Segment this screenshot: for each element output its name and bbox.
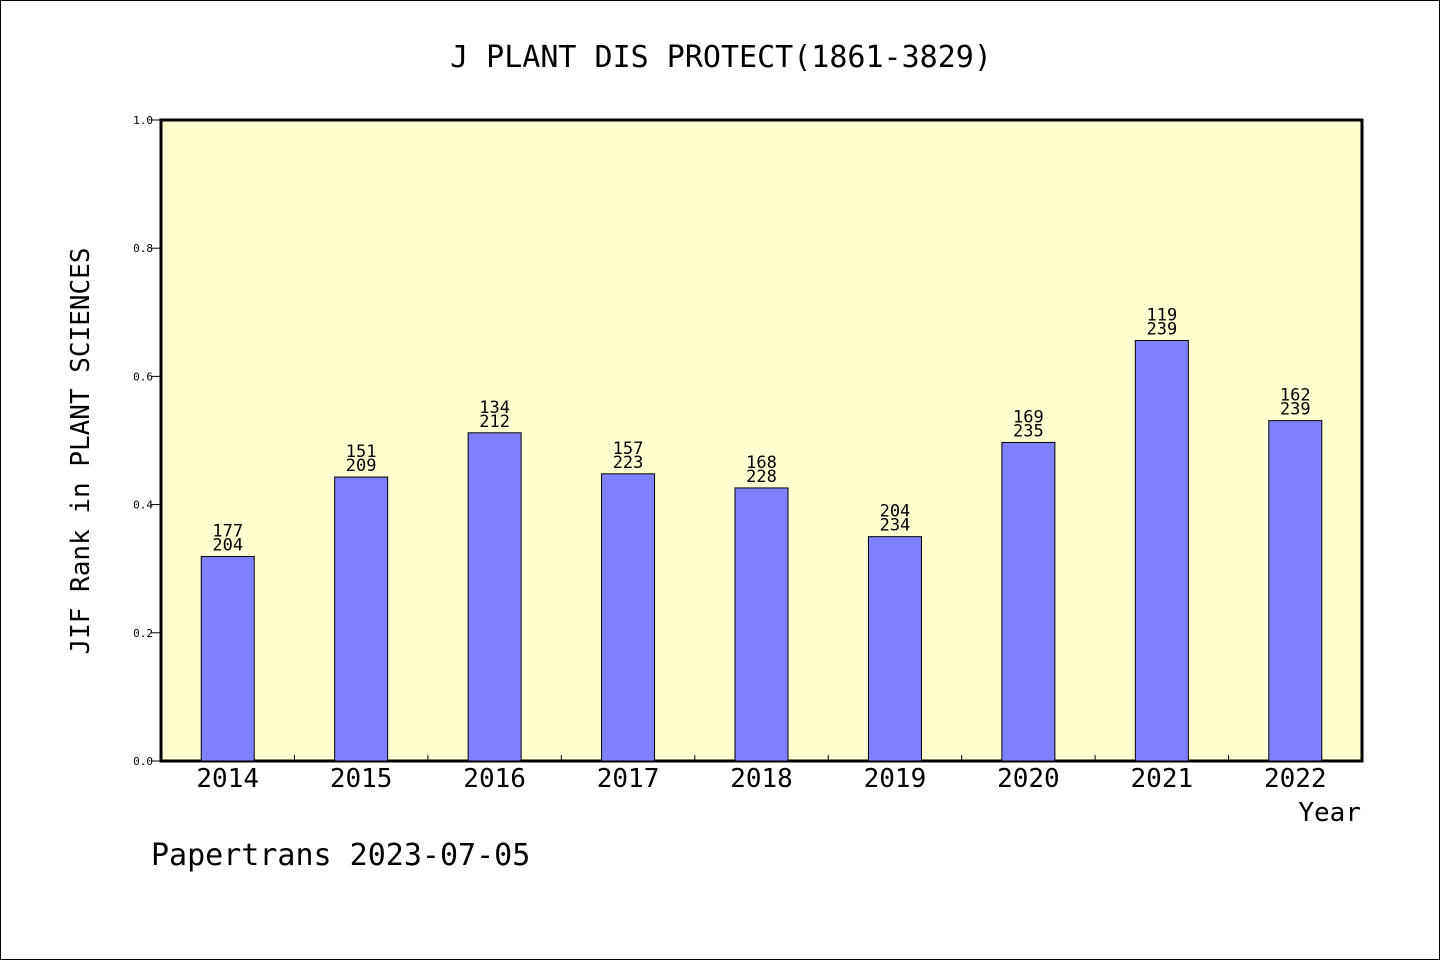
- y-tick-label: 0.6: [133, 370, 153, 383]
- bar-label-total: 204: [212, 536, 243, 556]
- y-tick-label: 0.4: [133, 499, 153, 512]
- bar-2014: [200, 556, 255, 762]
- bar-label-total: 228: [746, 467, 777, 487]
- x-tick-label: 2020: [997, 764, 1060, 794]
- bar-label-total: 239: [1146, 320, 1177, 340]
- bar-label-rank: 169: [1013, 407, 1044, 427]
- bar-label-total: 235: [1013, 421, 1044, 441]
- bar-label-rank: 177: [212, 522, 243, 542]
- x-tick-label: 2018: [730, 764, 793, 794]
- bar-label-total: 239: [1280, 400, 1311, 420]
- x-tick-label: 2015: [330, 764, 393, 794]
- bar-label-rank: 151: [346, 442, 377, 462]
- bar-2017: [601, 473, 656, 762]
- y-axis: 0.0 0.2 0.4 0.6 0.8 1.0: [133, 114, 161, 768]
- y-tick-label: 0.2: [133, 627, 153, 640]
- chart-title: J PLANT DIS PROTECT(1861-3829): [450, 40, 992, 75]
- bar-label-rank: 204: [880, 502, 911, 522]
- bar-2016: [467, 432, 522, 762]
- bar-2018: [734, 487, 789, 762]
- bar-2021: [1134, 340, 1189, 762]
- x-tick-label: 2017: [597, 764, 660, 794]
- bar-label-rank: 157: [613, 439, 644, 459]
- bar-label-total: 212: [479, 412, 510, 432]
- x-tick-label: 2016: [463, 764, 526, 794]
- x-axis: 2014 2015 2016 2017 2018 2019 2020 2021 2022: [196, 755, 1327, 794]
- bar-2022: [1268, 420, 1323, 762]
- x-tick-label: 2019: [864, 764, 927, 794]
- bar-2015: [334, 476, 389, 762]
- x-axis-label: Year: [1298, 798, 1361, 828]
- bar-label-total: 209: [346, 456, 377, 476]
- bar-2019: [867, 536, 922, 762]
- x-tick-label: 2021: [1131, 764, 1194, 794]
- bar-label-rank: 168: [746, 453, 777, 473]
- bar-label-rank: 134: [479, 398, 510, 418]
- x-tick-label: 2022: [1264, 764, 1327, 794]
- bar-label-total: 234: [880, 516, 911, 536]
- bar-label-rank: 119: [1146, 306, 1177, 326]
- x-tick-label: 2014: [196, 764, 259, 794]
- y-tick-label: 0.8: [133, 242, 153, 255]
- footer-text: Papertrans 2023-07-05: [151, 838, 530, 873]
- y-tick-label: 1.0: [133, 114, 153, 127]
- bar-label-total: 223: [613, 453, 644, 473]
- y-tick-label: 0.0: [133, 755, 153, 768]
- bar-2020: [1001, 441, 1056, 762]
- y-axis-label: JIF Rank in PLANT SCIENCES: [66, 248, 96, 655]
- bar-label-rank: 162: [1280, 386, 1311, 406]
